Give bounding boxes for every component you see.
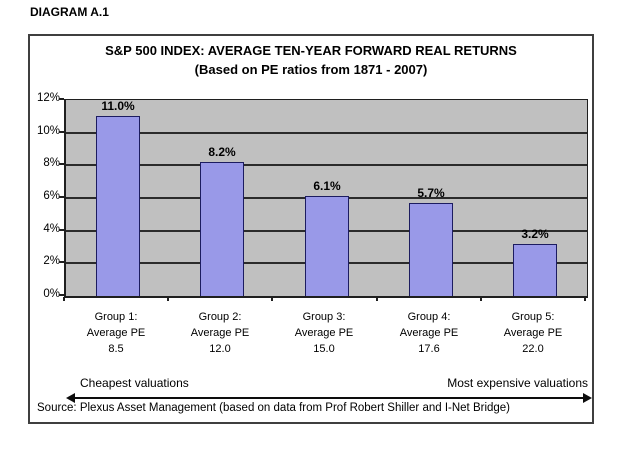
y-axis-tick-mark — [59, 196, 64, 198]
chart-subtitle: (Based on PE ratios from 1871 - 2007) — [194, 62, 428, 77]
plot-area: 11.0% 8.2% 6.1% 5.7% 3.2% — [64, 99, 588, 298]
bar-group-2 — [200, 162, 244, 296]
y-axis-tick-mark — [59, 261, 64, 263]
bar-value-label: 3.2% — [521, 227, 549, 241]
source-line: Source: Plexus Asset Management (based o… — [37, 402, 511, 414]
y-axis-tick-mark — [59, 163, 64, 165]
valuation-arrow-line — [72, 397, 588, 399]
category-label-line: Group 2: — [198, 311, 242, 323]
category-label-group-3: Group 3: Average PE 15.0 — [272, 309, 376, 357]
category-label-line: 22.0 — [522, 343, 544, 355]
bar-group-1 — [96, 116, 140, 296]
chart-title: S&P 500 INDEX: AVERAGE TEN-YEAR FORWARD … — [105, 43, 517, 58]
category-label-line: Group 1: — [94, 311, 138, 323]
category-label-line: Group 4: — [407, 311, 451, 323]
category-label-line: 17.6 — [418, 343, 440, 355]
y-axis-tick-mark — [59, 294, 64, 296]
y-axis-tick-label: 8% — [43, 157, 60, 169]
cheapest-valuations-label: Cheapest valuations — [80, 376, 189, 390]
y-axis-tick-mark — [59, 131, 64, 133]
x-axis-tick-mark — [63, 297, 65, 301]
bar-value-label: 5.7% — [417, 186, 445, 200]
category-label-group-5: Group 5: Average PE 22.0 — [481, 309, 585, 357]
y-axis-tick-label: 4% — [43, 223, 60, 235]
category-label-group-4: Group 4: Average PE 17.6 — [377, 309, 481, 357]
chart-frame: S&P 500 INDEX: AVERAGE TEN-YEAR FORWARD … — [28, 34, 594, 424]
bar-value-label: 6.1% — [313, 179, 341, 193]
bar-value-label: 11.0% — [101, 99, 135, 113]
diagram-label: DIAGRAM A.1 — [30, 5, 109, 19]
category-label-line: Group 3: — [302, 311, 346, 323]
arrow-left-head-icon — [66, 393, 75, 403]
gridline — [66, 132, 587, 134]
category-label-line: 12.0 — [209, 343, 231, 355]
y-axis-tick-mark — [59, 98, 64, 100]
category-label-line: 15.0 — [313, 343, 335, 355]
y-axis-tick-mark — [59, 229, 64, 231]
x-axis-tick-mark — [167, 297, 169, 301]
category-label-line: Average PE — [294, 327, 354, 339]
x-axis-tick-mark — [584, 297, 586, 301]
most-expensive-valuations-label: Most expensive valuations — [447, 376, 588, 390]
x-axis-tick-mark — [376, 297, 378, 301]
y-axis-tick-label: 6% — [43, 190, 60, 202]
bar-group-3 — [305, 196, 349, 296]
x-axis-tick-mark — [271, 297, 273, 301]
category-label-line: Group 5: — [511, 311, 555, 323]
y-axis-tick-label: 0% — [43, 288, 60, 300]
category-label-line: Average PE — [86, 327, 146, 339]
bar-value-label: 8.2% — [208, 145, 236, 159]
y-axis-tick-label: 10% — [36, 125, 60, 137]
category-label-line: Average PE — [503, 327, 563, 339]
gridline — [66, 164, 587, 166]
category-label-line: Average PE — [190, 327, 250, 339]
category-label-group-1: Group 1: Average PE 8.5 — [64, 309, 168, 357]
y-axis-tick-label: 12% — [36, 92, 60, 104]
category-label-line: 8.5 — [108, 343, 124, 355]
x-axis-tick-mark — [480, 297, 482, 301]
bar-group-5 — [513, 244, 557, 296]
y-axis-tick-label: 2% — [43, 255, 60, 267]
bar-group-4 — [409, 203, 453, 296]
category-label-line: Average PE — [399, 327, 459, 339]
arrow-right-head-icon — [583, 393, 592, 403]
category-label-group-2: Group 2: Average PE 12.0 — [168, 309, 272, 357]
